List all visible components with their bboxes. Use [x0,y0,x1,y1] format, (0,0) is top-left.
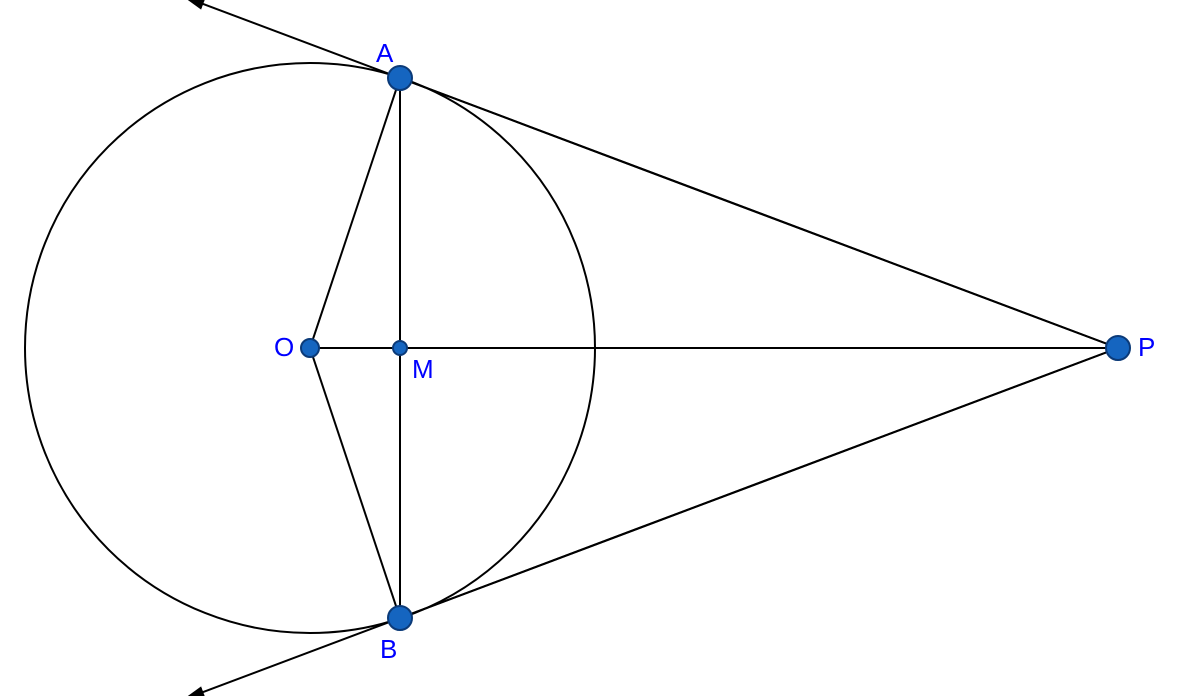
label-B: B [380,634,397,664]
geometry-diagram: O M A B P [0,0,1200,696]
segment-B-P [400,348,1118,618]
point-A [388,66,412,90]
label-M: M [412,354,434,384]
point-B [388,606,412,630]
segment-O-A [310,78,400,348]
point-M [393,341,407,355]
segment-A-P [400,78,1118,348]
point-O [301,339,319,357]
label-P: P [1138,332,1155,362]
point-P [1106,336,1130,360]
label-A: A [376,38,394,68]
label-O: O [274,332,294,362]
segment-O-B [310,348,400,618]
